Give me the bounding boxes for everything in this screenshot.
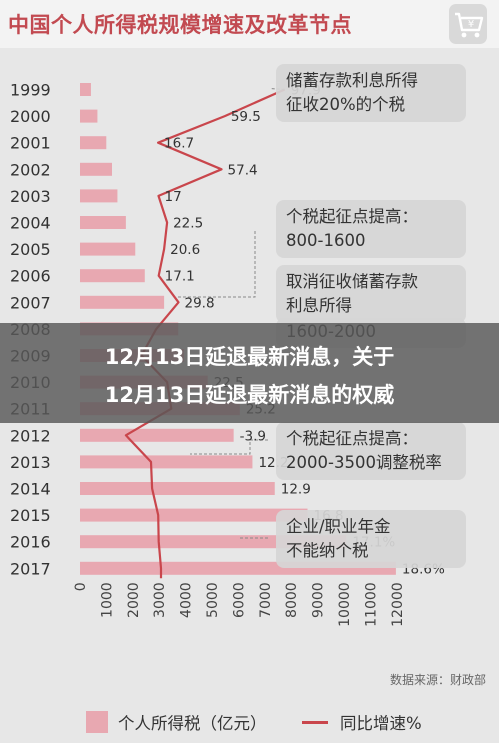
growth-data-label: 16.7: [164, 136, 194, 152]
headline-line-1: 12月13日延退最新消息，关于: [104, 345, 395, 369]
bar: [80, 428, 234, 442]
chart-title: 中国个人所得税规模增速及改革节点: [8, 13, 352, 37]
x-tick-label: 0: [73, 582, 89, 591]
x-tick-label: 8000: [284, 582, 300, 618]
bar: [80, 269, 145, 283]
bar: [80, 508, 308, 522]
year-label: 2007: [10, 293, 51, 312]
year-label: 2013: [10, 453, 51, 472]
x-tick-label: 4000: [179, 582, 195, 618]
year-label: 2014: [10, 480, 51, 499]
chart-header: 中国个人所得税规模增速及改革节点 ¥: [0, 0, 499, 48]
bar: [80, 109, 98, 123]
note-connector: [176, 231, 256, 298]
shopping-cart-yen-icon: ¥: [449, 4, 487, 44]
year-label: 2000: [10, 107, 51, 126]
source-note: 数据来源：财政部: [390, 672, 486, 687]
x-tick-label: 12000: [390, 582, 406, 627]
growth-data-label: 17.1: [165, 269, 195, 285]
year-label: 1999: [10, 81, 51, 100]
year-label: 2016: [10, 533, 51, 552]
bar: [80, 482, 275, 495]
year-label: 2002: [10, 160, 51, 179]
growth-data-label: 29.8: [184, 295, 214, 311]
growth-data-label: -3.9: [240, 428, 266, 444]
x-tick-label: 11000: [363, 582, 379, 627]
bar: [80, 295, 165, 309]
x-tick-label: 2000: [126, 582, 142, 618]
svg-text:¥: ¥: [468, 19, 474, 30]
growth-data-label: 12.9: [281, 482, 311, 498]
growth-data-label: 20.6: [170, 242, 200, 258]
note-connector: [190, 439, 268, 455]
year-label: 2017: [10, 559, 51, 578]
legend-line-swatch: [302, 721, 328, 724]
x-tick-label: 9000: [311, 582, 327, 618]
year-label: 2015: [10, 506, 51, 525]
annotation-note: 个税起征点提高： 2000-3500调整税率: [276, 422, 466, 480]
year-label: 2001: [10, 134, 51, 153]
annotation-note: 个税起征点提高： 800-1600: [276, 200, 466, 258]
x-tick-label: 10000: [337, 582, 353, 627]
bar: [80, 455, 253, 469]
x-tick-label: 5000: [205, 582, 221, 618]
year-label: 2006: [10, 267, 51, 286]
legend-bar-swatch: [86, 711, 108, 733]
bar: [80, 136, 107, 150]
growth-data-label: 59.5: [231, 109, 261, 125]
legend-bar-label: 个人所得税（亿元）: [118, 714, 267, 733]
bar: [80, 216, 126, 229]
year-label: 2004: [10, 214, 51, 233]
bar: [80, 83, 91, 96]
chart-legend: 个人所得税（亿元） 同比增速%: [0, 698, 499, 743]
x-tick-label: 3000: [152, 582, 168, 618]
year-label: 2012: [10, 426, 51, 445]
growth-data-label: 17: [165, 189, 182, 205]
headline-banner: 12月13日延退最新消息，关于 12月13日延退最新消息的权威: [0, 323, 499, 423]
year-label: 2005: [10, 240, 51, 259]
x-tick-label: 7000: [258, 582, 274, 618]
bar: [80, 189, 118, 203]
annotation-note: 企业/职业年金 不能纳个税: [276, 510, 466, 568]
x-tick-label: 1000: [99, 582, 115, 618]
year-label: 2003: [10, 187, 51, 206]
bar: [80, 162, 112, 176]
x-tick-label: 6000: [231, 582, 247, 618]
annotation-note: 取消征收储蓄存款 利息所得: [276, 265, 466, 323]
growth-data-label: 57.4: [228, 162, 258, 178]
growth-data-label: 22.5: [173, 216, 203, 232]
bar: [80, 242, 136, 256]
headline-line-2: 12月13日延退最新消息的权威: [104, 383, 395, 407]
legend-line-label: 同比增速%: [340, 714, 422, 733]
annotation-note: 储蓄存款利息所得 征收20%的个税: [276, 64, 466, 122]
